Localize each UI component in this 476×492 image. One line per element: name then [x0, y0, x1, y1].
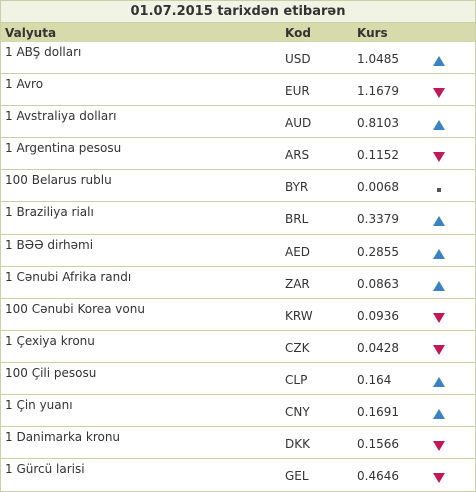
currency-name: 1 Avro — [5, 77, 44, 92]
arrow-up-icon — [433, 216, 445, 227]
arrow-down-icon — [433, 473, 445, 484]
arrow-up-icon — [433, 56, 445, 66]
currency-rate: 0.164 — [357, 372, 392, 387]
table-header: Valyuta Kod Kurs — [1, 23, 475, 42]
table-row[interactable]: 100 Çili pesosu CLP 0.164 — [1, 363, 475, 396]
table-row[interactable]: 1 Çexiya kronu CZK 0.0428 — [1, 331, 475, 363]
currency-name: 1 Çin yuanı — [5, 398, 73, 413]
currency-rate: 0.1691 — [357, 405, 399, 420]
currency-name: 1 BƏƏ dirhəmi — [5, 237, 94, 252]
column-header-currency[interactable]: Valyuta — [5, 26, 57, 40]
table-body: 1 ABŞ dolları USD 1.0485 1 Avro EUR 1.1679 1 A… — [1, 42, 475, 491]
arrow-up-icon — [433, 248, 445, 259]
currency-code: BRL — [285, 212, 309, 227]
square-dot-icon — [437, 188, 441, 193]
currency-name: 100 Cənubi Korea vonu — [5, 301, 145, 316]
table-row[interactable]: 1 Danimarka kronu DKK 0.1566 — [1, 427, 475, 460]
table-title: 01.07.2015 tarixdən etibarən — [1, 1, 475, 23]
currency-name: 100 Belarus rublu — [5, 173, 112, 188]
column-header-rate[interactable]: Kurs — [357, 26, 388, 40]
arrow-up-icon — [433, 120, 445, 131]
table-row[interactable]: 1 Çin yuanı CNY 0.1691 — [1, 395, 475, 428]
currency-name: 1 Argentina pesosu — [5, 141, 122, 156]
currency-name: 1 Avstraliya dolları — [5, 109, 117, 124]
arrow-down-icon — [433, 88, 445, 99]
currency-code: ARS — [285, 148, 310, 163]
currency-code: AUD — [285, 116, 312, 131]
table-row[interactable]: 100 Belarus rublu BYR 0.0068 — [1, 170, 475, 203]
currency-rate: 0.1152 — [357, 148, 399, 163]
table-row[interactable]: 1 Avstraliya dolları AUD 0.8103 — [1, 106, 475, 139]
column-header-code[interactable]: Kod — [285, 26, 311, 40]
table-row[interactable]: 1 Argentina pesosu ARS 0.1152 — [1, 138, 475, 171]
currency-code: BYR — [285, 180, 309, 195]
currency-name: 1 Braziliya rialı — [5, 205, 94, 220]
currency-code: DKK — [285, 437, 310, 452]
table-row[interactable]: 1 Gürcü larisi GEL 0.4646 — [1, 459, 475, 491]
currency-code: CLP — [285, 372, 308, 387]
arrow-down-icon — [433, 312, 445, 323]
table-row[interactable]: 1 BƏƏ dirhəmi AED 0.2855 — [1, 235, 475, 267]
currency-rate: 0.2855 — [357, 244, 399, 259]
arrow-down-icon — [433, 152, 445, 163]
table-row[interactable]: 1 Cənubi Afrika randı ZAR 0.0863 — [1, 267, 475, 299]
arrow-down-icon — [433, 441, 445, 452]
arrow-up-icon — [433, 409, 445, 420]
currency-rate: 0.8103 — [357, 116, 399, 131]
currency-code: USD — [285, 52, 311, 66]
currency-name: 1 Gürcü larisi — [5, 462, 85, 477]
currency-name: 1 Çexiya kronu — [5, 333, 95, 348]
currency-name: 1 Cənubi Afrika randı — [5, 269, 132, 284]
currency-rate: 0.3379 — [357, 212, 399, 227]
currency-name: 100 Çili pesosu — [5, 365, 97, 380]
currency-code: KRW — [285, 308, 313, 323]
currency-code: AED — [285, 244, 311, 259]
table-row[interactable]: 1 Avro EUR 1.1679 — [1, 74, 475, 107]
currency-rate: 0.4646 — [357, 469, 399, 484]
currency-code: ZAR — [285, 276, 310, 291]
currency-name: 1 Danimarka kronu — [5, 430, 121, 445]
currency-code: GEL — [285, 469, 309, 484]
currency-code: EUR — [285, 84, 310, 99]
currency-rate: 0.1566 — [357, 437, 399, 452]
currency-rate: 0.0863 — [357, 276, 399, 291]
currency-rate: 0.0936 — [357, 308, 399, 323]
arrow-down-icon — [433, 344, 445, 355]
currency-name: 1 ABŞ dolları — [5, 45, 82, 59]
table-row[interactable]: 1 ABŞ dolları USD 1.0485 — [1, 42, 475, 75]
table-row[interactable]: 1 Braziliya rialı BRL 0.3379 — [1, 202, 475, 235]
arrow-up-icon — [433, 376, 445, 387]
currency-code: CZK — [285, 340, 310, 355]
currency-code: CNY — [285, 405, 310, 420]
currency-rate: 1.1679 — [357, 84, 399, 99]
currency-rate: 0.0428 — [357, 340, 399, 355]
table-row[interactable]: 100 Cənubi Korea vonu KRW 0.0936 — [1, 299, 475, 331]
currency-rate: 0.0068 — [357, 180, 399, 195]
arrow-up-icon — [433, 280, 445, 291]
currency-rate: 1.0485 — [357, 52, 399, 66]
